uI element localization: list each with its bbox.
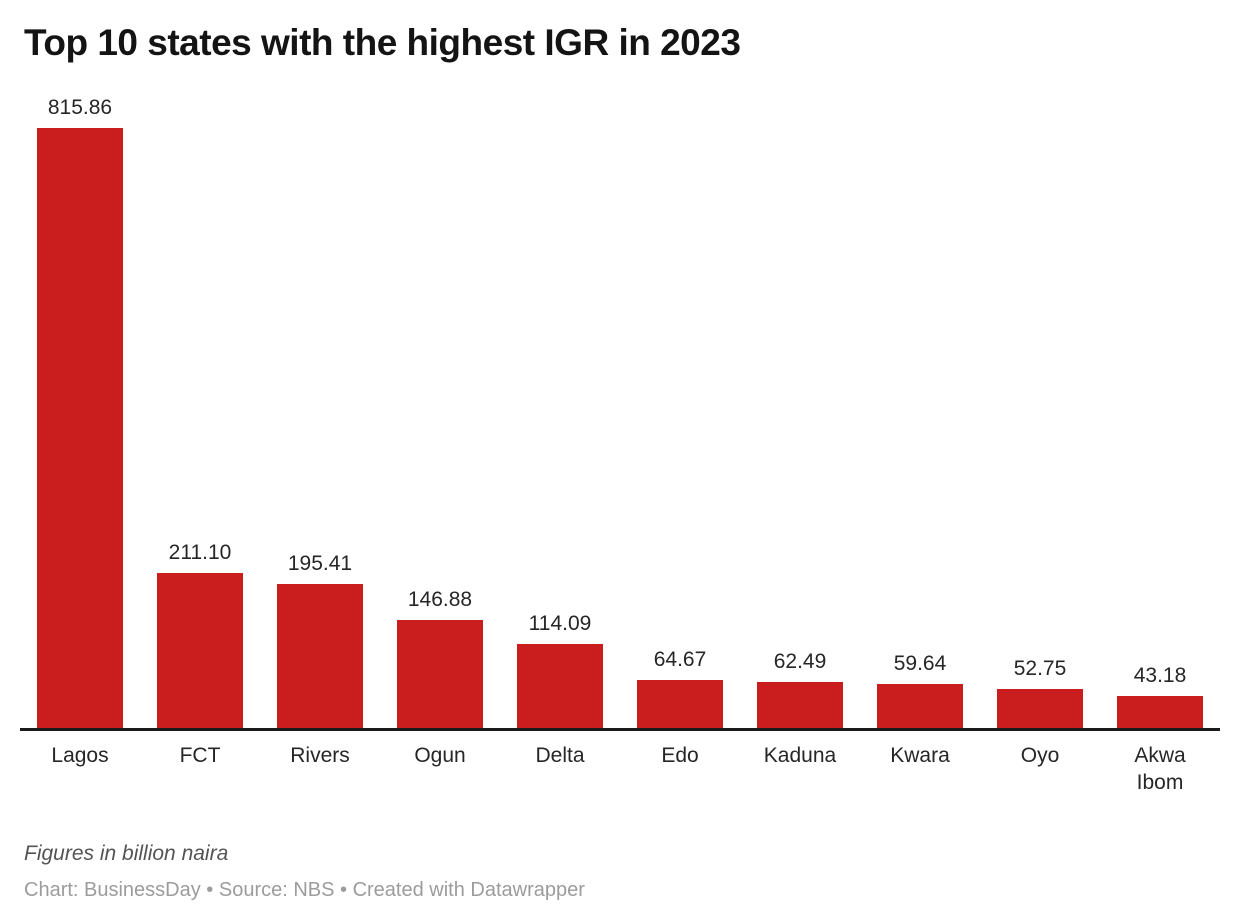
bar-column: 211.10: [140, 540, 260, 728]
category-label: Oyo: [1020, 744, 1060, 767]
bar: [157, 573, 243, 728]
bar: [277, 584, 363, 728]
category-label: Ogun: [414, 744, 466, 767]
bar-column: 64.67: [620, 647, 740, 728]
bar-value-label: 146.88: [407, 588, 473, 611]
bar: [397, 620, 483, 728]
category-label: Akwa Ibom: [1134, 744, 1186, 794]
bar-column: 195.41: [260, 551, 380, 728]
bar-value-label: 59.64: [893, 652, 947, 675]
x-axis-line: [20, 728, 1220, 731]
bar-column: 62.49: [740, 649, 860, 728]
category-label: Kaduna: [763, 744, 837, 767]
bar-chart-plot: 815.86 211.10 195.41 146.88 114.09 64.67…: [20, 95, 1220, 731]
bar: [37, 128, 123, 728]
bar-value-label: 211.10: [168, 541, 232, 564]
bars-area: 815.86 211.10 195.41 146.88 114.09 64.67…: [20, 95, 1220, 728]
bar: [997, 689, 1083, 728]
category-label: Kwara: [890, 744, 950, 767]
bar-column: 114.09: [500, 611, 620, 728]
bar-column: 52.75: [980, 656, 1100, 728]
bar-column: 43.18: [1100, 663, 1220, 728]
bar-value-label: 815.86: [47, 96, 113, 119]
category-label: Lagos: [51, 744, 109, 767]
category-label: Edo: [661, 744, 699, 767]
chart-credit: Chart: BusinessDay • Source: NBS • Creat…: [24, 879, 585, 901]
category-label: FCT: [179, 744, 221, 767]
bar: [757, 682, 843, 728]
category-label: Rivers: [290, 744, 350, 767]
chart-note: Figures in billion naira: [24, 842, 229, 865]
x-axis-labels: Lagos FCT Rivers Ogun Delta Edo Kaduna K…: [20, 742, 1220, 796]
bar-column: 59.64: [860, 651, 980, 728]
chart-title: Top 10 states with the highest IGR in 20…: [24, 22, 741, 63]
bar: [517, 644, 603, 728]
bar: [1117, 696, 1203, 728]
bar-value-label: 62.49: [773, 650, 827, 673]
bar-value-label: 52.75: [1013, 657, 1067, 680]
bar: [637, 680, 723, 728]
bar-value-label: 64.67: [653, 648, 707, 671]
bar-column: 815.86: [20, 95, 140, 728]
category-label: Delta: [535, 744, 585, 767]
bar-value-label: 114.09: [528, 612, 592, 635]
bar: [877, 684, 963, 728]
bar-value-label: 43.18: [1133, 664, 1187, 687]
bar-column: 146.88: [380, 587, 500, 728]
bar-value-label: 195.41: [287, 552, 353, 575]
